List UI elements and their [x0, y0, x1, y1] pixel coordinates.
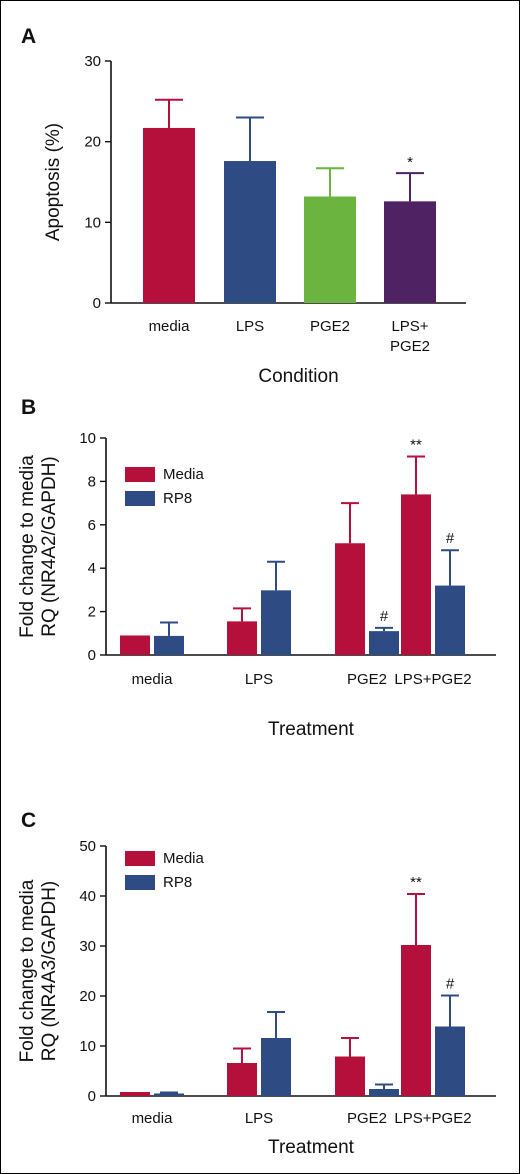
category-label: media — [132, 671, 174, 688]
y-tick-label: 2 — [88, 604, 96, 621]
x-axis-label: Condition — [258, 366, 338, 387]
bar — [227, 1063, 257, 1096]
y-tick-label: 0 — [93, 295, 101, 312]
category-label: PGE2 — [347, 1110, 387, 1127]
legend-label: RP8 — [163, 490, 192, 507]
category-label: LPS+ — [391, 318, 428, 335]
y-tick-label: 20 — [79, 988, 96, 1005]
bar — [369, 631, 399, 655]
y-tick-label: 8 — [88, 473, 96, 490]
significance-mark: ** — [410, 436, 422, 453]
bar — [143, 127, 195, 303]
y-axis-label: Fold change to media — [17, 879, 38, 1062]
legend-label: Media — [163, 466, 205, 483]
y-tick-label: 30 — [84, 53, 101, 70]
y-tick-label: 0 — [88, 1088, 96, 1105]
y-tick-label: 4 — [88, 560, 96, 577]
bar — [335, 1056, 365, 1096]
significance-mark: # — [446, 976, 455, 993]
significance-mark: # — [380, 608, 389, 625]
legend-swatch — [125, 875, 155, 890]
category-label: LPS — [245, 671, 273, 688]
bar — [120, 1092, 150, 1096]
bar — [227, 621, 257, 655]
x-axis-label: Treatment — [268, 1137, 355, 1158]
significance-mark: * — [407, 154, 413, 171]
bar — [435, 1026, 465, 1096]
y-tick-label: 6 — [88, 517, 96, 534]
bar — [384, 201, 436, 303]
y-tick-label: 50 — [79, 838, 96, 855]
category-label: media — [149, 318, 191, 335]
bar — [261, 590, 291, 655]
legend-swatch — [125, 491, 155, 506]
y-tick-label: 10 — [79, 1038, 96, 1055]
legend-swatch — [125, 467, 155, 482]
significance-mark: ** — [410, 874, 422, 891]
y-axis-label: Fold change to media — [17, 455, 38, 638]
bar — [435, 585, 465, 655]
significance-mark: # — [446, 530, 455, 547]
bar — [224, 161, 276, 303]
y-tick-label: 0 — [88, 647, 96, 664]
category-label: media — [132, 1110, 174, 1127]
panel-letter: C — [21, 809, 36, 832]
bar — [304, 196, 356, 303]
y-tick-label: 40 — [79, 888, 96, 905]
bar — [154, 635, 184, 655]
y-tick-label: 30 — [79, 938, 96, 955]
bar — [154, 1093, 184, 1096]
bar — [335, 543, 365, 655]
panel-letter: B — [21, 396, 36, 419]
bar — [369, 1089, 399, 1096]
bar — [261, 1038, 291, 1096]
y-tick-label: 10 — [79, 430, 96, 447]
category-label: LPS+PGE2 — [394, 671, 471, 688]
y-axis-label: RQ (NR4A2/GAPDH) — [39, 456, 60, 637]
legend-label: Media — [163, 850, 205, 867]
bar — [401, 494, 431, 655]
category-label: LPS — [245, 1110, 273, 1127]
bar — [120, 635, 150, 655]
y-tick-label: 10 — [84, 214, 101, 231]
bar — [401, 945, 431, 1096]
legend-swatch — [125, 851, 155, 866]
x-axis-label: Treatment — [268, 719, 355, 740]
category-label: PGE2 — [390, 338, 430, 355]
legend-label: RP8 — [163, 874, 192, 891]
y-tick-label: 20 — [84, 134, 101, 151]
y-axis-label: RQ (NR4A3/GAPDH) — [39, 881, 60, 1062]
category-label: PGE2 — [347, 671, 387, 688]
category-label: PGE2 — [310, 318, 350, 335]
panel-letter: A — [21, 25, 36, 48]
category-label: LPS+PGE2 — [394, 1110, 471, 1127]
category-label: LPS — [236, 318, 264, 335]
y-axis-label: Apoptosis (%) — [43, 123, 64, 241]
